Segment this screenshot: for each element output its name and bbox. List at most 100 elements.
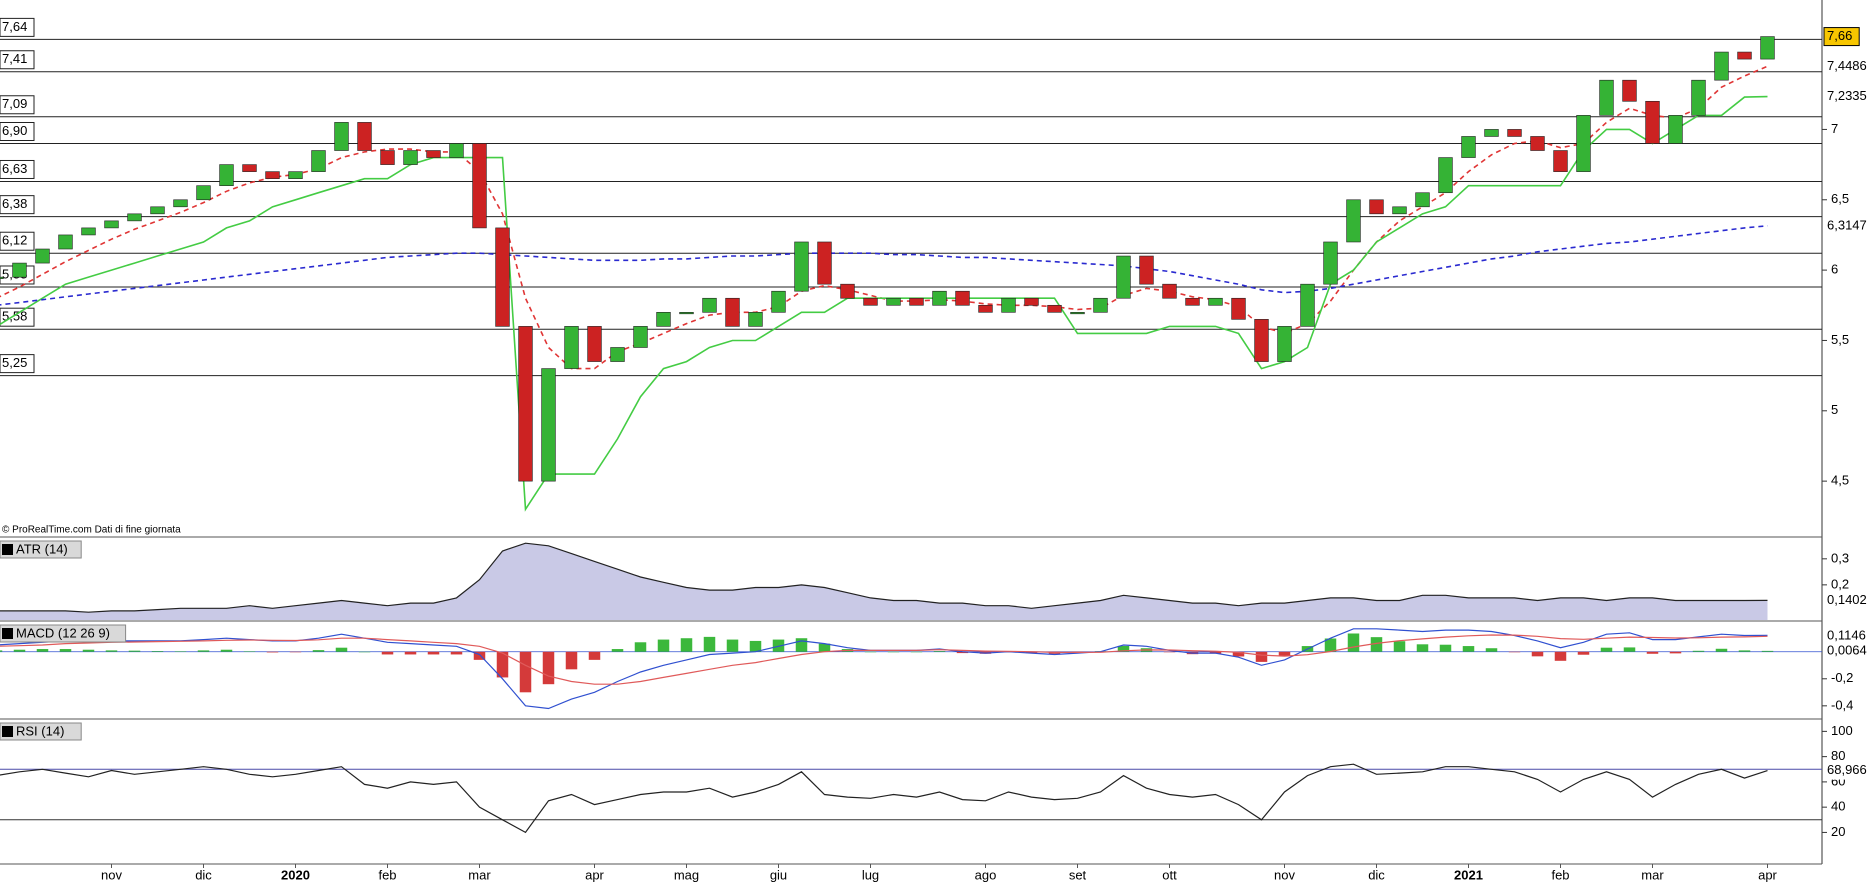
level-label: 6,12: [2, 233, 27, 248]
line: [0, 225, 1768, 306]
candle: [518, 326, 533, 482]
panel-title-icon: [2, 628, 13, 639]
level-label: 7,41: [2, 51, 27, 66]
histogram-bar: [59, 649, 72, 652]
candle: [1162, 283, 1177, 299]
line: [0, 763, 1768, 834]
value-label-box: [1824, 216, 1874, 235]
candle: [173, 199, 188, 208]
panel-title-box: [0, 722, 82, 741]
candle: [1300, 283, 1315, 327]
y-tick-label: 7: [1831, 121, 1838, 136]
histogram-bar: [151, 651, 164, 652]
candle: [1668, 115, 1683, 144]
histogram-bar: [634, 642, 647, 652]
candle: [265, 171, 280, 179]
x-tick-label: ago: [975, 867, 997, 882]
candle: [35, 248, 50, 264]
y-tick-label: 80: [1831, 748, 1845, 763]
histogram-bar: [1025, 651, 1038, 654]
candle: [219, 164, 234, 187]
candle: [1116, 255, 1131, 299]
y-tick-label: 5,5: [1831, 332, 1849, 347]
x-tick-label: mar: [1641, 867, 1664, 882]
panel-title-icon: [2, 544, 13, 555]
histogram-bar: [289, 651, 302, 653]
histogram-bar: [749, 640, 762, 652]
histogram-bar: [1508, 651, 1521, 653]
x-tick-label: apr: [1758, 867, 1777, 882]
value-label: 0,0064: [1827, 642, 1867, 657]
level-label: 5,25: [2, 355, 27, 370]
source-note: © ProRealTime.com Dati di fine giornata: [2, 525, 181, 536]
histogram-bar: [933, 651, 946, 652]
y-tick-label: 6: [1831, 262, 1838, 277]
histogram-bar: [565, 651, 578, 670]
candle: [1507, 129, 1522, 137]
histogram-bar: [818, 643, 831, 652]
candle: [564, 326, 579, 369]
candle: [1277, 326, 1292, 362]
candle: [449, 143, 464, 158]
value-label-box: [1824, 641, 1874, 660]
candle: [817, 241, 832, 285]
histogram-bar: [1554, 651, 1567, 661]
histogram-bar: [703, 636, 716, 652]
candle: [1254, 319, 1269, 362]
x-tick-label: set: [1069, 867, 1087, 882]
histogram-bar: [1278, 651, 1291, 656]
histogram-bar: [427, 651, 440, 655]
value-label-box: [1824, 57, 1874, 76]
candle: [1622, 79, 1637, 102]
candle: [127, 213, 142, 222]
x-tick-label: 2021: [1454, 867, 1483, 882]
histogram-bar: [358, 651, 371, 653]
candle: [725, 297, 740, 327]
candle: [932, 290, 947, 306]
candle: [1139, 255, 1154, 285]
value-label: 7,66: [1827, 28, 1852, 43]
histogram-bar: [864, 651, 877, 653]
x-tick-label: ott: [1162, 867, 1177, 882]
panel-title-icon: [2, 726, 13, 737]
y-tick-label: 5: [1831, 402, 1838, 417]
y-tick-label: 100: [1831, 723, 1853, 738]
candle: [0, 276, 4, 279]
histogram-bar: [542, 651, 555, 685]
candle: [1024, 297, 1039, 306]
value-label: 7,4486: [1827, 58, 1867, 73]
panel-title: ATR (14): [16, 541, 68, 556]
candle: [1760, 36, 1775, 60]
panel-title-box: [0, 540, 82, 559]
level-label: 6,63: [2, 161, 27, 176]
candle: [1323, 241, 1338, 285]
level-label: 6,38: [2, 196, 27, 211]
value-label: 7,2335: [1827, 88, 1867, 103]
line: [0, 95, 1768, 512]
candle: [610, 347, 625, 362]
candle: [150, 206, 165, 215]
value-label-box: [1824, 627, 1874, 646]
histogram-bar: [105, 650, 118, 652]
x-tick-label: 2020: [281, 867, 310, 882]
level-label: 7,09: [2, 96, 27, 111]
candle: [12, 262, 27, 278]
candle: [58, 234, 73, 250]
x-tick-label: mar: [468, 867, 491, 882]
histogram-bar: [910, 651, 923, 653]
histogram-bar: [772, 639, 785, 652]
y-tick-label: 40: [1831, 799, 1845, 814]
candle: [1001, 297, 1016, 313]
level-label-box: [0, 195, 35, 215]
candle: [1737, 51, 1752, 60]
candle: [1714, 51, 1729, 81]
histogram-bar: [680, 638, 693, 652]
candle: [886, 297, 901, 306]
value-label-box: [1824, 761, 1874, 780]
histogram-bar: [13, 649, 26, 652]
histogram-bar: [519, 651, 532, 693]
candle: [1369, 199, 1384, 215]
candle: [1484, 129, 1499, 137]
